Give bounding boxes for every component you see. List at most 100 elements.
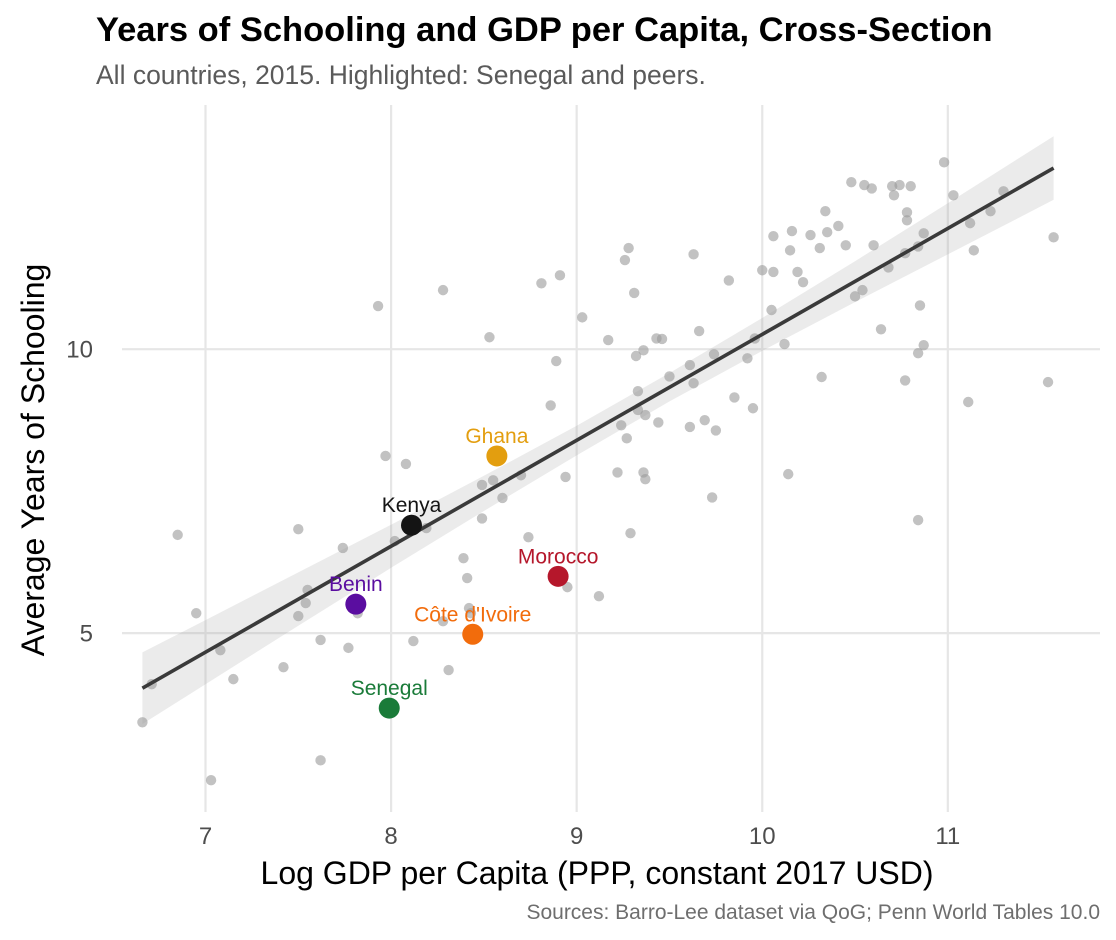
data-point <box>215 644 226 656</box>
data-point <box>638 345 649 356</box>
data-point <box>792 266 803 278</box>
data-point <box>437 615 449 627</box>
data-point <box>497 492 508 504</box>
data-point <box>816 371 827 383</box>
data-point <box>875 324 887 335</box>
chart-subtitle: All countries, 2015. Highlighted: Senega… <box>96 60 706 90</box>
x-tick-label: 10 <box>749 823 776 850</box>
highlight-point-benin <box>345 593 367 615</box>
data-point <box>408 635 419 647</box>
data-point <box>616 420 627 431</box>
x-axis: 7 8 9 10 11 <box>199 823 960 850</box>
data-point <box>612 467 623 478</box>
data-point <box>545 400 556 411</box>
data-point <box>688 249 699 260</box>
data-point <box>465 608 477 619</box>
data-point <box>664 371 675 382</box>
data-point <box>708 349 720 360</box>
data-point <box>640 409 651 421</box>
data-point <box>278 661 289 673</box>
data-point <box>821 227 833 238</box>
data-point <box>487 475 499 486</box>
data-point <box>172 529 183 541</box>
data-point <box>191 608 202 619</box>
data-point <box>964 217 976 229</box>
highlight-point-senegal <box>378 697 400 719</box>
data-point <box>623 242 634 254</box>
data-point <box>380 450 391 462</box>
y-tick-label: 10 <box>66 337 93 364</box>
data-point <box>786 225 798 237</box>
data-point <box>899 375 911 386</box>
x-tick-label: 7 <box>199 823 212 850</box>
data-point <box>914 300 926 311</box>
highlight-label-kenya: Kenya <box>382 494 442 517</box>
data-point <box>1048 232 1059 243</box>
data-point <box>536 278 547 289</box>
data-point <box>985 205 996 217</box>
data-point <box>723 275 735 286</box>
data-point <box>1042 376 1054 388</box>
data-point <box>461 572 473 584</box>
highlighted-points: Ghana Kenya Morocco Benin Côte d'Ivoire Seneg… <box>329 425 598 719</box>
data-point <box>443 664 454 676</box>
data-point <box>840 240 851 251</box>
data-point <box>888 190 900 201</box>
data-point <box>699 414 710 426</box>
data-point <box>706 492 718 503</box>
data-point <box>912 347 924 359</box>
data-point <box>768 266 779 278</box>
data-point <box>625 527 636 539</box>
data-point <box>833 220 844 232</box>
highlight-label-morocco: Morocco <box>518 545 599 568</box>
data-point <box>653 417 664 428</box>
plot-grid <box>122 105 1100 812</box>
data-point <box>710 425 722 436</box>
data-point <box>343 642 354 654</box>
data-point <box>747 403 759 414</box>
highlight-point-morocco <box>547 565 569 587</box>
data-point <box>372 300 384 312</box>
highlight-point-c-te-d-ivoire <box>462 623 484 645</box>
highlight-point-ghana <box>486 445 508 467</box>
highlight-label-c-te-d-ivoire: Côte d'Ivoire <box>414 603 531 626</box>
regression-line <box>141 166 1055 690</box>
data-point <box>593 591 605 602</box>
data-point <box>849 291 861 302</box>
data-point <box>603 334 614 346</box>
chart-caption: Sources: Barro-Lee dataset via QoG; Penn… <box>526 901 1100 924</box>
highlight-label-benin: Benin <box>329 573 383 596</box>
data-point <box>551 355 562 367</box>
data-point <box>476 479 488 491</box>
data-point <box>315 634 326 646</box>
data-point <box>918 228 929 239</box>
data-point <box>562 581 573 593</box>
data-point <box>968 245 980 256</box>
y-tick-label: 5 <box>80 621 93 648</box>
data-point <box>894 179 905 191</box>
data-point <box>293 610 304 622</box>
data-point <box>640 474 651 485</box>
data-point <box>912 514 924 526</box>
data-point <box>619 254 631 266</box>
x-tick-label: 8 <box>384 823 397 850</box>
data-point <box>293 524 304 535</box>
highlight-label-ghana: Ghana <box>465 425 528 448</box>
data-point <box>905 181 916 192</box>
data-point <box>901 215 913 226</box>
highlight-label-senegal: Senegal <box>351 677 428 700</box>
x-axis-title: Log GDP per Capita (PPP, constant 2017 U… <box>261 855 934 891</box>
data-point <box>656 333 668 345</box>
data-point <box>846 177 857 188</box>
data-point <box>857 284 868 296</box>
data-point <box>630 350 642 362</box>
data-point <box>476 513 488 524</box>
data-point <box>948 190 959 201</box>
data-point <box>628 287 640 299</box>
data-point <box>137 717 148 728</box>
data-point <box>918 340 929 351</box>
y-axis-title: Average Years of Schooling <box>15 264 51 657</box>
data-point <box>205 774 217 786</box>
data-point <box>768 230 779 242</box>
data-point <box>742 353 753 364</box>
